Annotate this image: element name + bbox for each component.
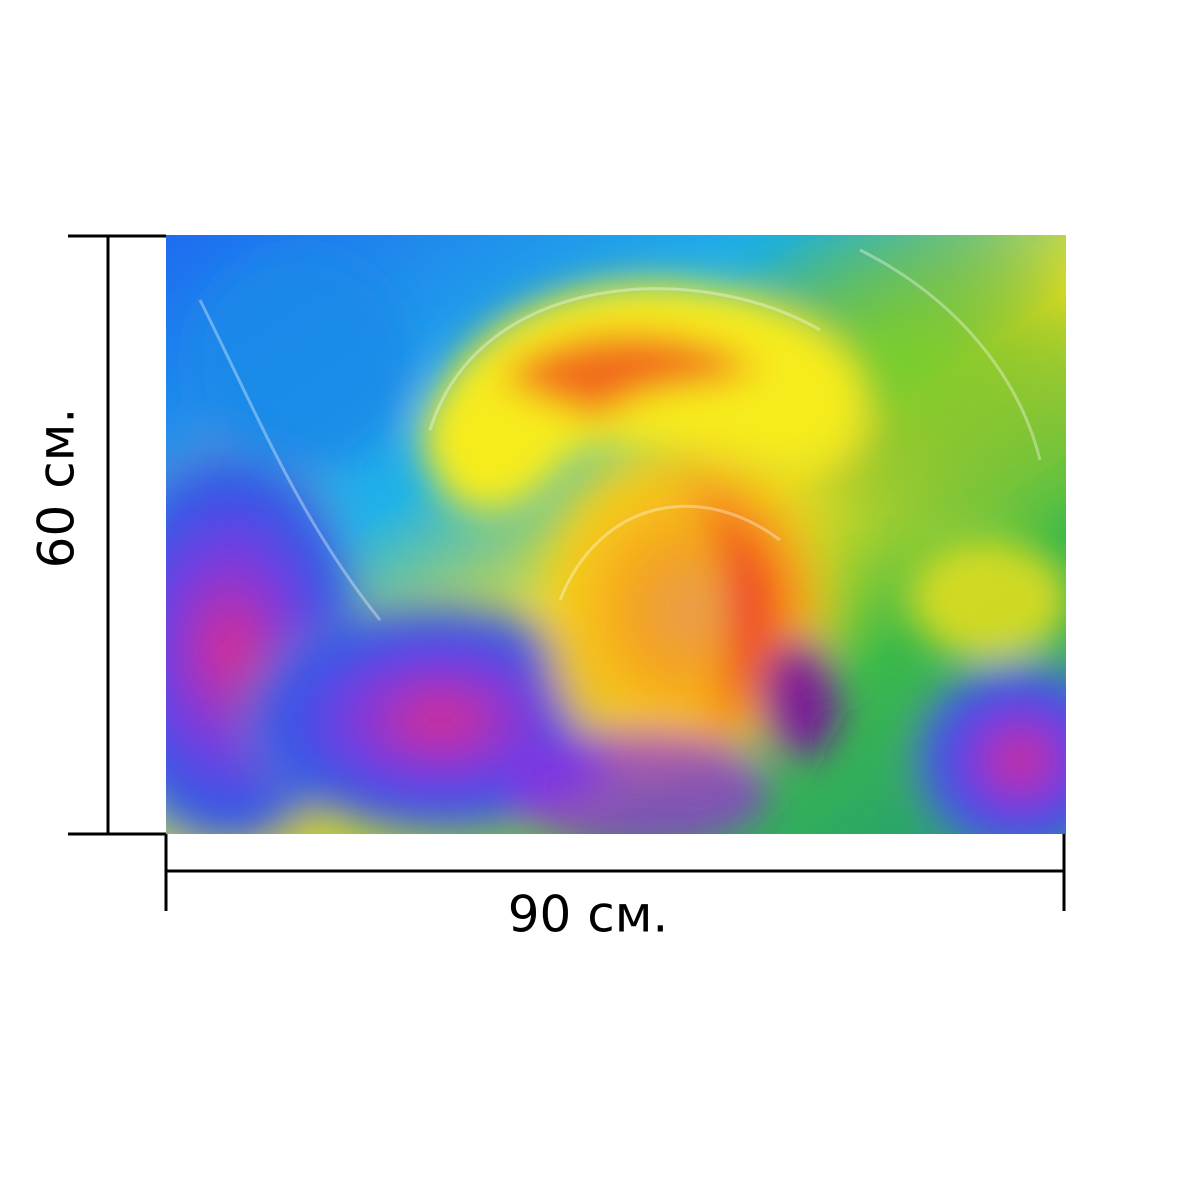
width-label: 90 см. xyxy=(508,886,669,944)
artwork xyxy=(166,235,1066,834)
height-label: 60 см. xyxy=(28,408,86,569)
